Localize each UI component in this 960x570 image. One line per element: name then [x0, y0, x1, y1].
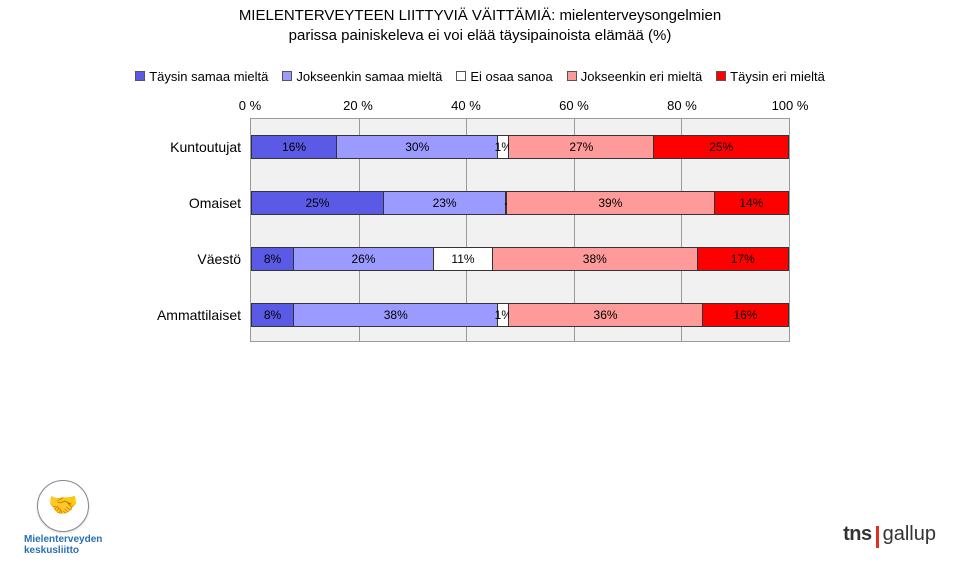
logo-gallup-text: gallup	[883, 523, 936, 546]
x-tick-label: 80 %	[667, 98, 697, 113]
stacked-bar: 16% 30% 1% 27% 25%	[251, 135, 789, 159]
legend-label: Ei osaa sanoa	[470, 69, 552, 84]
bar-segment: 39%	[507, 191, 714, 215]
handshake-icon: 🤝	[37, 480, 89, 532]
bar-segment: 14%	[715, 191, 789, 215]
bar-segment: 27%	[509, 135, 654, 159]
segment-value-label: 8%	[264, 308, 281, 322]
bar-segment: 38%	[493, 247, 697, 271]
legend: Täysin samaa mieltä Jokseenkin samaa miel…	[0, 69, 960, 84]
bar-segment: 30%	[337, 135, 498, 159]
segment-value-label: 11%	[451, 252, 474, 266]
footer: 🤝 Mielenterveyden keskusliitto tns gallu…	[0, 480, 960, 560]
bar-segment: 1%	[498, 303, 509, 327]
bar-segment: 26%	[294, 247, 434, 271]
x-tick-label: 60 %	[559, 98, 589, 113]
segment-value-label: 38%	[384, 308, 408, 322]
category-label: Kuntoutujat	[170, 139, 251, 155]
bar-segment: 23%	[384, 191, 506, 215]
bar-segment: 16%	[251, 135, 337, 159]
legend-label: Täysin eri mieltä	[730, 69, 825, 84]
segment-value-label: 16%	[733, 308, 757, 322]
legend-label: Täysin samaa mieltä	[149, 69, 268, 84]
bar-segment: 36%	[509, 303, 703, 327]
segment-value-label: 36%	[594, 308, 618, 322]
bar-segment: 25%	[654, 135, 789, 159]
stacked-bar: 8% 38% 1% 36% 16%	[251, 303, 789, 327]
segment-value-label: 39%	[598, 196, 622, 210]
bar-segment: 1%	[498, 135, 509, 159]
logo-tns-gallup: tns gallup	[843, 523, 936, 546]
category-label: Väestö	[197, 251, 251, 267]
bar-segment: 17%	[698, 247, 789, 271]
bar-segment: 11%	[434, 247, 493, 271]
plot-area: Kuntoutujat16%30%1%27%25%Omaiset25%23%-3…	[250, 118, 790, 342]
bar-segment: 8%	[251, 303, 294, 327]
stacked-bar: 25%23%-39%14%	[251, 191, 789, 215]
segment-value-label: 14%	[739, 196, 763, 210]
x-tick-label: 0 %	[239, 98, 261, 113]
logo-tns-text: tns	[843, 523, 872, 546]
segment-value-label: 17%	[731, 252, 755, 266]
logo-separator-icon	[876, 526, 879, 548]
segment-value-label: 30%	[405, 140, 429, 154]
chart-title: MIELENTERVEYTEEN LIITTYVIÄ VÄITTÄMIÄ: mi…	[0, 0, 960, 47]
category-label: Omaiset	[189, 195, 251, 211]
bar-row: Kuntoutujat16%30%1%27%25%	[251, 119, 789, 175]
segment-value-label: 38%	[583, 252, 607, 266]
legend-item: Täysin samaa mieltä	[135, 69, 268, 84]
page: MIELENTERVEYTEEN LIITTYVIÄ VÄITTÄMIÄ: mi…	[0, 0, 960, 570]
legend-item: Jokseenkin eri mieltä	[567, 69, 702, 84]
x-tick-label: 100 %	[772, 98, 809, 113]
bar-row: Omaiset25%23%-39%14%	[251, 175, 789, 231]
bar-row: Ammattilaiset8%38%1%36%16%	[251, 287, 789, 343]
chart: 0 % 20 % 40 % 60 % 80 % 100 % Kuntoutujat 16% 3…	[130, 98, 830, 342]
segment-value-label: 27%	[569, 140, 593, 154]
segment-value-label: 26%	[351, 252, 375, 266]
bar-row: Väestö8%26%11%38%17%	[251, 231, 789, 287]
x-tick-label: 40 %	[451, 98, 481, 113]
legend-item: Täysin eri mieltä	[716, 69, 825, 84]
legend-item: Jokseenkin samaa mieltä	[282, 69, 442, 84]
stacked-bar: 8% 26% 11% 38% 17%	[251, 247, 789, 271]
legend-swatch-icon	[716, 71, 726, 81]
segment-value-label: 25%	[305, 196, 329, 210]
logo-left-text: Mielenterveyden keskusliitto	[24, 534, 102, 556]
legend-swatch-icon	[567, 71, 577, 81]
segment-value-label: 25%	[709, 140, 733, 154]
legend-swatch-icon	[456, 71, 466, 81]
bar-segment: 38%	[294, 303, 498, 327]
legend-label: Jokseenkin eri mieltä	[581, 69, 702, 84]
legend-item: Ei osaa sanoa	[456, 69, 552, 84]
category-label: Ammattilaiset	[157, 307, 251, 323]
legend-swatch-icon	[135, 71, 145, 81]
bar-segment: 16%	[703, 303, 789, 327]
legend-swatch-icon	[282, 71, 292, 81]
segment-value-label: 23%	[433, 196, 457, 210]
segment-value-label: 8%	[264, 252, 281, 266]
x-axis-ticks: 0 %20 %40 %60 %80 %100 %	[250, 98, 790, 118]
logo-mielenterveyden: 🤝 Mielenterveyden keskusliitto	[24, 480, 102, 556]
x-tick-label: 20 %	[343, 98, 373, 113]
bar-segment: 8%	[251, 247, 294, 271]
bar-segment: 25%	[251, 191, 384, 215]
segment-value-label: 16%	[282, 140, 306, 154]
legend-label: Jokseenkin samaa mieltä	[296, 69, 442, 84]
